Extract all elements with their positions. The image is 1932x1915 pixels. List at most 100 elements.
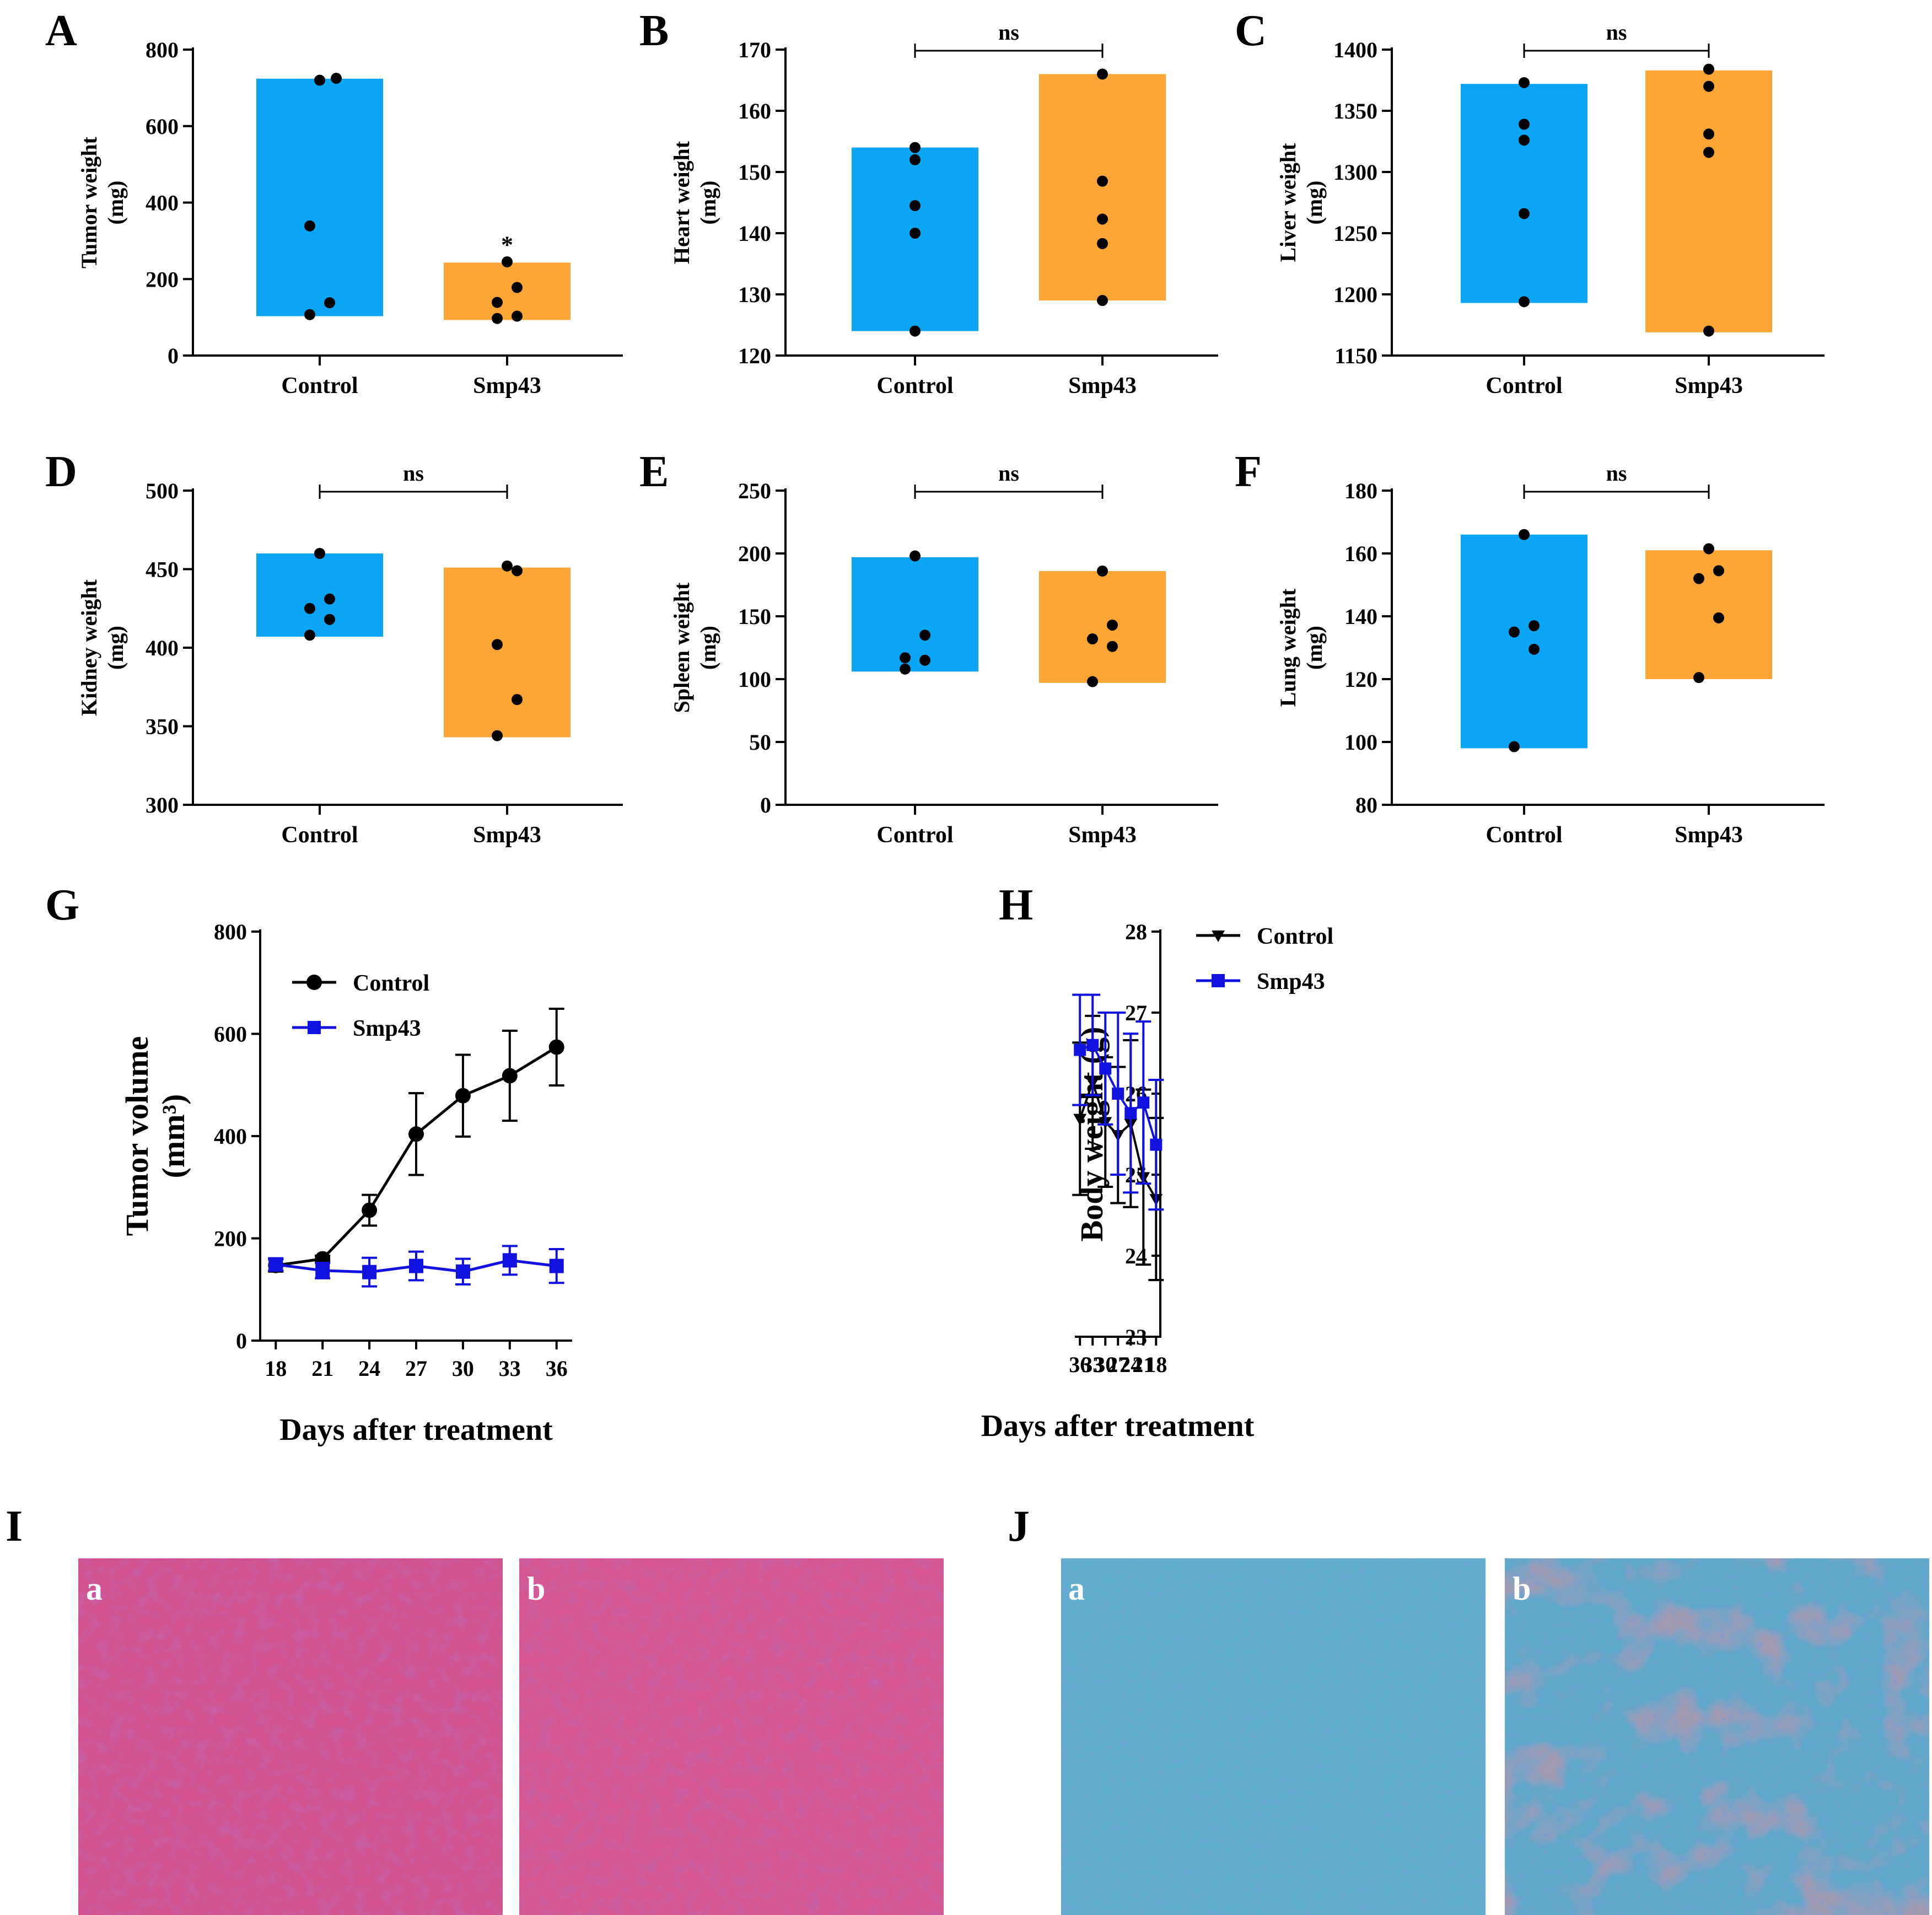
data-point-smp43 [1087, 676, 1098, 687]
panel-I-micrographs: a b [78, 1558, 944, 1915]
data-point-control [331, 73, 342, 84]
data-point-control [304, 630, 315, 641]
x-tick-label: 18 [1145, 1352, 1167, 1377]
x-tick-label: 33 [1081, 1352, 1104, 1377]
bar-smp43 [1039, 74, 1166, 301]
panel-J-micrographs: a b [1061, 1558, 1929, 1915]
panel-label-J: J [1008, 1502, 1030, 1551]
y-tick-label: 1400 [1333, 37, 1377, 62]
data-point-control [1519, 208, 1530, 219]
bar-smp43 [1645, 550, 1772, 679]
data-point-control [910, 550, 921, 562]
y-tick-label: 140 [738, 221, 771, 246]
x-tick-label: Control [876, 373, 953, 399]
bar-control [852, 557, 978, 672]
x-tick-label: 24 [1120, 1352, 1142, 1377]
data-point-control [1529, 620, 1540, 632]
y-tick-label: 800 [146, 37, 179, 62]
x-tick-label: Smp43 [1068, 822, 1137, 848]
data-point-smp43 [1097, 238, 1108, 249]
data-point-smp43 [492, 313, 503, 324]
y-tick-label: 50 [749, 730, 771, 755]
panel-A: A 0 200 400 600 800 Control Smp43 Tumor weight(… [45, 7, 623, 399]
data-marker [549, 1258, 564, 1273]
data-point-smp43 [502, 256, 513, 268]
panel-B: B 120 130 140 150 160 170 Control Smp43 Heart we… [639, 7, 1218, 399]
x-tick-label: 36 [1069, 1352, 1091, 1377]
y-axis-label: Kidney weight [77, 579, 101, 716]
x-tick-label: 33 [499, 1356, 521, 1381]
data-marker [548, 1039, 564, 1055]
data-marker [1112, 1088, 1124, 1100]
legend-marker [1212, 974, 1225, 987]
panel-label-F: F [1235, 448, 1262, 496]
data-point-control [900, 663, 911, 675]
data-point-smp43 [1703, 543, 1714, 555]
data-point-smp43 [512, 310, 523, 322]
y-tick-label: 500 [146, 478, 179, 503]
legend-marker [1212, 930, 1225, 942]
x-tick-label: Control [1486, 822, 1562, 848]
y-tick-label: 1250 [1333, 221, 1377, 246]
bar-chart-C: 1150 1200 1250 1300 1350 1400 Control Smp43 Live… [1276, 20, 1825, 399]
x-tick-label: 36 [546, 1356, 568, 1381]
y-tick-label: 400 [146, 636, 179, 660]
y-tick-label: 120 [1344, 667, 1377, 692]
y-axis-label: Liver weight [1276, 143, 1300, 262]
significance-label: ns [1606, 461, 1627, 486]
data-point-control [324, 593, 335, 605]
data-point-smp43 [1703, 325, 1714, 337]
data-marker [1099, 1062, 1112, 1075]
data-point-control [324, 297, 335, 309]
y-axis-label: Lung weight [1276, 588, 1300, 707]
series-smp43 [268, 1245, 564, 1288]
data-point-smp43 [512, 694, 523, 706]
data-marker [1150, 1138, 1163, 1151]
data-point-smp43 [1097, 213, 1108, 225]
y-axis-label: Tumor volume [119, 1036, 155, 1236]
y-axis-label: Tumor weight [77, 136, 101, 268]
data-point-control [910, 200, 921, 212]
data-point-smp43 [1097, 175, 1108, 187]
significance-label: ns [1606, 20, 1627, 45]
data-point-smp43 [1107, 641, 1118, 652]
panel-label-E: E [639, 448, 669, 496]
data-point-smp43 [492, 297, 503, 308]
bar-control [256, 553, 383, 637]
x-tick-label: 18 [265, 1356, 287, 1381]
legend-label: Smp43 [1257, 969, 1325, 994]
data-point-smp43 [1703, 80, 1714, 92]
y-tick-label: 80 [1355, 793, 1377, 817]
data-point-control [919, 654, 930, 666]
data-point-smp43 [1703, 63, 1714, 75]
y-tick-label: 200 [214, 1227, 247, 1251]
panel-D: D 300 350 400 450 500 Control Smp43 Kidney weig… [45, 448, 623, 848]
bar-chart-F: 80 100 120 140 160 180 Control Smp43 Lung weight… [1276, 461, 1825, 848]
data-point-smp43 [502, 560, 513, 572]
bar-smp43 [1645, 70, 1772, 332]
y-axis-unit: (mg) [696, 181, 720, 225]
y-tick-label: 300 [146, 793, 179, 817]
data-point-smp43 [1703, 147, 1714, 158]
x-axis-label: Days after treatment [279, 1413, 553, 1447]
panel-label-D: D [45, 448, 77, 496]
he-image-b-label: b [527, 1570, 545, 1607]
ihc-image-a [1061, 1558, 1486, 1915]
significance-label: ns [403, 461, 424, 486]
x-tick-label: 27 [405, 1356, 427, 1381]
y-tick-label: 400 [214, 1124, 247, 1149]
y-tick-label: 100 [738, 667, 771, 692]
data-marker [1137, 1096, 1150, 1109]
data-point-smp43 [1097, 295, 1108, 306]
data-point-smp43 [1097, 68, 1108, 80]
legend-marker [308, 1021, 321, 1034]
data-point-smp43 [1713, 565, 1724, 577]
panel-label-H: H [999, 881, 1033, 929]
data-point-smp43 [1703, 128, 1714, 140]
data-marker [408, 1126, 424, 1142]
x-tick-label: Smp43 [473, 822, 541, 848]
data-marker [409, 1258, 423, 1273]
y-axis-unit: (mg) [103, 181, 128, 225]
